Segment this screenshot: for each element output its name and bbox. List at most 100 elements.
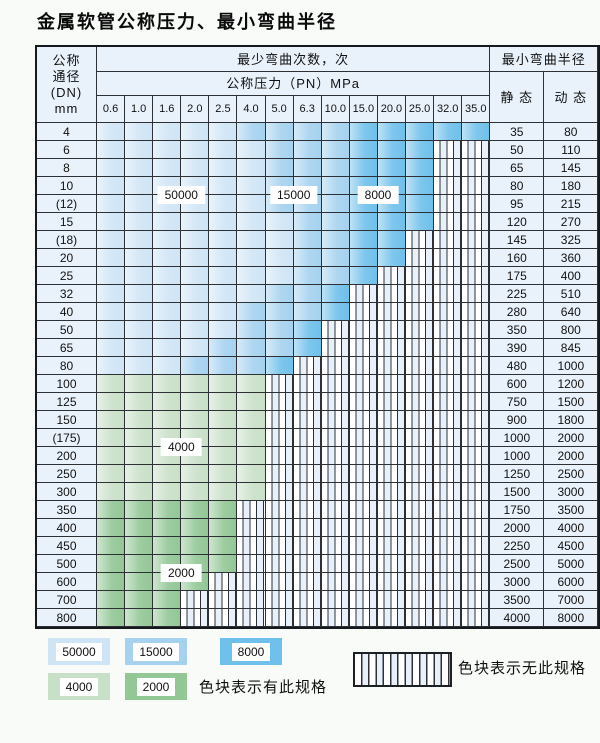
no-spec-cell [181, 609, 210, 627]
spec-cell-15000 [265, 141, 294, 159]
no-spec-cell [434, 501, 463, 519]
spec-cell-50000 [153, 303, 182, 321]
spec-cell-8000 [321, 285, 350, 303]
static-radius-value: 390 [490, 339, 545, 357]
no-spec-cell [434, 267, 463, 285]
no-spec-cell [434, 519, 463, 537]
spec-cell-8000 [349, 123, 378, 141]
spec-cell-50000 [97, 285, 126, 303]
no-spec-cell [237, 609, 266, 627]
spec-cell-50000 [153, 339, 182, 357]
spec-cell-50000 [181, 339, 210, 357]
no-spec-cell [406, 573, 435, 591]
no-spec-cell [321, 483, 350, 501]
spec-cell-4000 [125, 411, 154, 429]
no-spec-cell [406, 501, 435, 519]
spec-cell-4000 [125, 447, 154, 465]
spec-cell-50000 [209, 267, 238, 285]
spec-cell-4000 [153, 465, 182, 483]
spec-cell-15000 [265, 123, 294, 141]
spec-cell-15000 [293, 159, 322, 177]
spec-cell-8000 [377, 231, 407, 249]
no-spec-cell [462, 213, 491, 231]
no-spec-cell [462, 429, 491, 447]
spec-cell-15000 [321, 141, 350, 159]
no-spec-cell [349, 609, 378, 627]
no-spec-cell [462, 267, 491, 285]
pressure-col-header: 1.6 [153, 96, 182, 123]
no-spec-cell [377, 519, 407, 537]
spec-cell-4000 [125, 465, 154, 483]
static-radius-value: 1250 [490, 465, 545, 483]
static-radius-value: 2000 [490, 519, 545, 537]
spec-cell-50000 [125, 231, 154, 249]
no-spec-cell [321, 591, 350, 609]
spec-cell-50000 [181, 213, 210, 231]
dn-cell: 450 [37, 537, 97, 555]
static-radius-value: 3000 [490, 573, 545, 591]
static-radius-value: 4000 [490, 609, 545, 627]
pressure-col-header: 6.3 [293, 96, 322, 123]
static-radius-value: 95 [490, 195, 545, 213]
dynamic-radius-value: 4500 [544, 537, 599, 555]
no-spec-cell [265, 591, 294, 609]
spec-cell-2000 [209, 519, 238, 537]
no-spec-cell [462, 483, 491, 501]
no-spec-cell [349, 573, 378, 591]
dynamic-radius-value: 510 [544, 285, 599, 303]
no-spec-cell [377, 267, 407, 285]
no-spec-cell [349, 465, 378, 483]
static-radius-value: 1500 [490, 483, 545, 501]
no-spec-cell [377, 465, 407, 483]
no-spec-cell [434, 357, 463, 375]
legend-swatch-label: 50000 [56, 642, 102, 661]
spec-cell-2000 [181, 501, 210, 519]
spec-cell-8000 [377, 123, 407, 141]
no-spec-cell [293, 483, 322, 501]
no-spec-cell [377, 609, 407, 627]
spec-cell-50000 [125, 213, 154, 231]
spec-cell-15000 [293, 285, 322, 303]
no-spec-cell [462, 231, 491, 249]
no-spec-cell [462, 375, 491, 393]
no-spec-cell [434, 429, 463, 447]
no-spec-cell [434, 411, 463, 429]
spec-cell-15000 [237, 123, 266, 141]
dynamic-radius-value: 640 [544, 303, 599, 321]
spec-cell-4000 [153, 483, 182, 501]
spec-cell-2000 [153, 519, 182, 537]
dn-cell: 200 [37, 447, 97, 465]
no-spec-cell [321, 321, 350, 339]
dn-cell: 100 [37, 375, 97, 393]
no-spec-cell [462, 591, 491, 609]
no-spec-cell [209, 573, 238, 591]
no-spec-cell [265, 465, 294, 483]
spec-cell-2000 [181, 519, 210, 537]
no-spec-cell [293, 375, 322, 393]
legend-swatch-15000: 15000 [125, 638, 187, 665]
spec-cell-4000 [97, 375, 126, 393]
no-spec-cell [434, 447, 463, 465]
pressure-col-header: 20.0 [377, 96, 407, 123]
dynamic-radius-value: 2500 [544, 465, 599, 483]
no-spec-cell [237, 501, 266, 519]
dn-cell: 65 [37, 339, 97, 357]
dynamic-radius-value: 400 [544, 267, 599, 285]
spec-cell-50000 [153, 285, 182, 303]
spec-cell-4000 [125, 375, 154, 393]
spec-cell-15000 [321, 177, 350, 195]
spec-cell-50000 [237, 213, 266, 231]
spec-cell-8000 [265, 357, 294, 375]
no-spec-cell [434, 537, 463, 555]
spec-cell-4000 [97, 483, 126, 501]
spec-cell-4000 [209, 375, 238, 393]
no-spec-cell [462, 249, 491, 267]
spec-cell-4000 [237, 411, 266, 429]
spec-cell-50000 [97, 321, 126, 339]
spec-cell-2000 [97, 591, 126, 609]
header-dynamic: 动 态 [544, 72, 599, 123]
spec-cell-8000 [377, 159, 407, 177]
dn-cell: 400 [37, 519, 97, 537]
static-radius-value: 1000 [490, 447, 545, 465]
no-spec-cell [406, 321, 435, 339]
